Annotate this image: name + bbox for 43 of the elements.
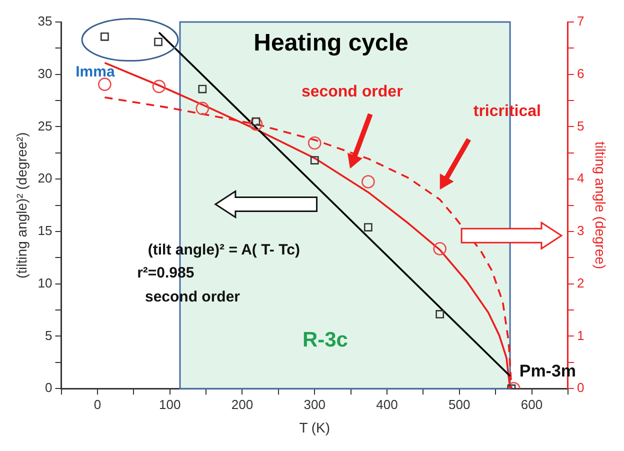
y-tick-label: 30 xyxy=(38,66,52,81)
point xyxy=(364,223,372,232)
x-tick-label: 100 xyxy=(158,396,181,412)
y2-tick-label: 3 xyxy=(576,223,584,238)
x-axis-title: T (K) xyxy=(299,419,330,436)
y-axis-title: (tilting angle)² (degree²) xyxy=(13,132,30,278)
point xyxy=(198,84,207,94)
point xyxy=(100,32,109,41)
x-tick-label: 400 xyxy=(376,396,398,412)
point xyxy=(98,78,112,91)
x-tick-label: 200 xyxy=(231,396,254,412)
x-tick-label: 600 xyxy=(520,396,543,412)
annotation: second order xyxy=(301,83,403,100)
point xyxy=(433,242,446,256)
y-tick-label: 5 xyxy=(45,328,52,343)
y-tick-label: 20 xyxy=(38,170,52,186)
y-tick-label: 10 xyxy=(38,275,52,290)
chart-title: Heating cycle xyxy=(254,30,408,57)
y2-tick-label: 0 xyxy=(576,380,584,396)
y2-tick-label: 5 xyxy=(576,118,584,134)
y2-tick-label: 1 xyxy=(576,328,584,343)
y2-tick-label: 4 xyxy=(576,170,584,186)
point xyxy=(152,80,166,94)
y-tick-label: 25 xyxy=(38,118,52,134)
point xyxy=(310,156,319,164)
annotation: Imma xyxy=(76,63,116,80)
point xyxy=(196,102,210,116)
point xyxy=(308,136,322,150)
y2-tick-label: 2 xyxy=(576,275,584,290)
point xyxy=(154,38,162,46)
y2-tick-label: 7 xyxy=(576,14,584,29)
band-label: R-3c xyxy=(302,328,348,352)
x-tick-label: 300 xyxy=(304,396,326,412)
y2-axis-title: tilting angle (degree) xyxy=(592,141,609,270)
point xyxy=(249,117,263,131)
x-tick-label: 500 xyxy=(448,396,470,412)
point xyxy=(436,310,444,318)
point xyxy=(362,175,375,188)
y-tick-label: 0 xyxy=(45,380,52,396)
x-tick-label: 0 xyxy=(94,396,102,412)
y-tick-label: 35 xyxy=(38,14,52,29)
y2-tick-label: 6 xyxy=(576,66,584,81)
y-tick-label: 15 xyxy=(38,223,52,238)
